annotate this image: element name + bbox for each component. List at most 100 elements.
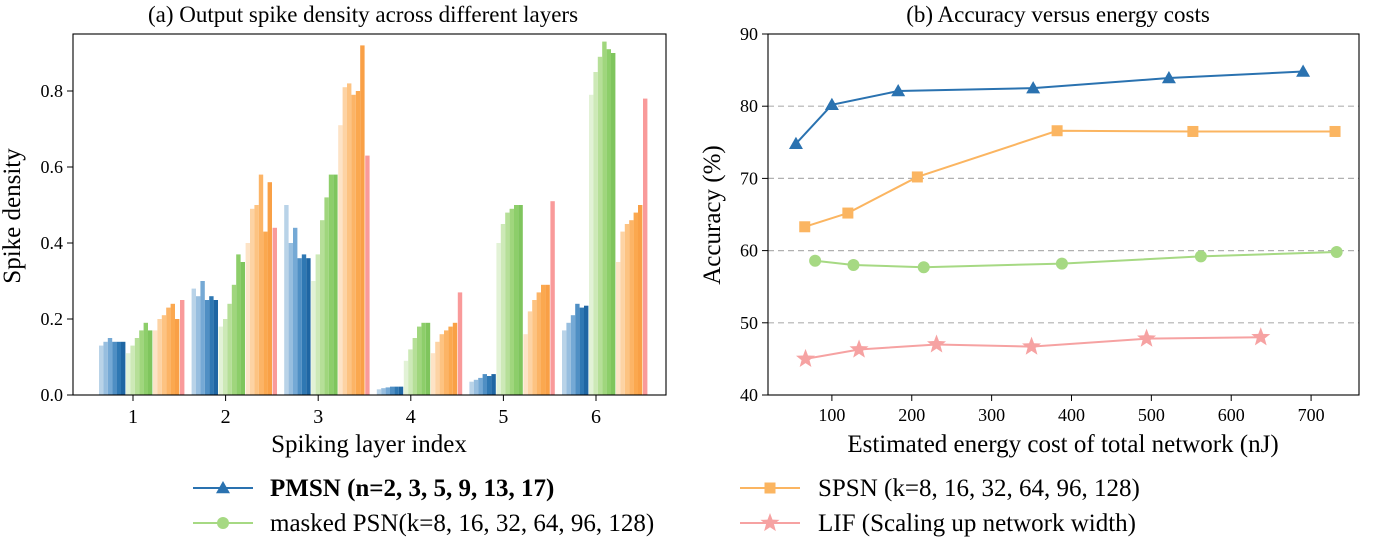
bar-spsn-layer-5 xyxy=(523,334,528,395)
bar-spsn-layer-6 xyxy=(638,205,643,395)
bar-pmsn-layer-3 xyxy=(301,254,307,395)
bar-spsn-layer-6 xyxy=(633,212,638,395)
bar-pmsn-layer-3 xyxy=(284,205,289,395)
bar-pmsn-layer-3 xyxy=(293,227,298,395)
point-pmsn xyxy=(891,84,906,97)
series-line-pmsn xyxy=(795,70,1304,145)
point-pmsn xyxy=(824,97,839,111)
bar-pmsn-layer-4 xyxy=(394,386,399,395)
point-pmsn xyxy=(1296,64,1311,77)
point-lif xyxy=(1022,336,1042,355)
bar-lif-layer-5 xyxy=(550,201,555,395)
legend-entry-spsn: SPSN (k=8, 16, 32, 64, 96, 128) xyxy=(740,475,1140,502)
panel-b-xtick-label: 300 xyxy=(978,405,1005,425)
panel-a-ytick-label: 0.0 xyxy=(41,385,64,405)
point-masked-psn xyxy=(1330,246,1343,259)
panel-b-ytick-label: 40 xyxy=(740,385,758,405)
panel-b-line-chart: (b) Accuracy versus energy costs Accurac… xyxy=(699,2,1360,458)
panel-b-xtick-label: 600 xyxy=(1218,405,1245,425)
bar-masked-psn-layer-2 xyxy=(231,284,237,395)
bar-pmsn-layer-2 xyxy=(200,281,205,395)
point-masked-psn xyxy=(1055,257,1068,270)
bar-pmsn-layer-3 xyxy=(288,243,293,395)
bar-spsn-layer-3 xyxy=(342,87,347,395)
panel-a-bar-chart: (a) Output spike density across differen… xyxy=(0,2,667,458)
bar-spsn-layer-1 xyxy=(153,330,158,395)
bar-pmsn-layer-1 xyxy=(116,341,121,395)
legend-marker-triangle xyxy=(216,481,230,494)
bar-pmsn-layer-5 xyxy=(478,377,483,395)
legend-entry-masked-psn: masked PSN(k=8, 16, 32, 64, 96, 128) xyxy=(193,510,654,537)
bar-spsn-layer-6 xyxy=(624,224,630,395)
panel-a-plot-frame xyxy=(72,33,667,396)
point-masked-psn xyxy=(917,261,930,274)
bar-masked-psn-layer-6 xyxy=(606,49,611,395)
panel-b-xlabel: Estimated energy cost of total network (… xyxy=(847,431,1278,458)
point-masked-psn xyxy=(809,254,822,267)
bar-pmsn-layer-2 xyxy=(213,300,218,395)
point-masked-psn xyxy=(847,259,860,272)
bar-masked-psn-layer-6 xyxy=(611,53,616,395)
bar-spsn-layer-3 xyxy=(347,83,352,396)
bar-spsn-layer-2 xyxy=(263,231,268,395)
bar-pmsn-layer-4 xyxy=(398,386,404,395)
bar-masked-psn-layer-3 xyxy=(324,197,329,395)
bar-spsn-layer-5 xyxy=(541,284,546,395)
bar-spsn-layer-4 xyxy=(452,322,458,395)
bar-spsn-layer-2 xyxy=(245,243,250,395)
bar-pmsn-layer-6 xyxy=(584,305,589,395)
panel-b-xtick-label: 200 xyxy=(898,405,925,425)
bar-pmsn-layer-1 xyxy=(99,345,104,395)
bar-masked-psn-layer-4 xyxy=(417,326,422,395)
bar-pmsn-layer-2 xyxy=(204,300,210,395)
panel-a-xtick-label: 6 xyxy=(591,406,601,428)
legend-label-pmsn: PMSN (n=2, 3, 5, 9, 13, 17) xyxy=(270,475,554,502)
series-line-lif xyxy=(805,336,1261,360)
bar-spsn-layer-2 xyxy=(267,182,272,395)
bar-pmsn-layer-6 xyxy=(579,307,584,395)
panel-b-xtick-label: 400 xyxy=(1058,405,1085,425)
bar-masked-psn-layer-4 xyxy=(421,322,426,395)
bar-pmsn-layer-6 xyxy=(570,315,576,395)
bar-masked-psn-layer-6 xyxy=(589,94,594,396)
bar-masked-psn-layer-6 xyxy=(602,41,607,395)
bar-spsn-layer-1 xyxy=(166,307,171,395)
bar-spsn-layer-4 xyxy=(439,334,444,395)
bar-masked-psn-layer-3 xyxy=(328,174,334,395)
bar-pmsn-layer-6 xyxy=(575,303,580,395)
bar-pmsn-layer-1 xyxy=(107,338,113,395)
bar-masked-psn-layer-1 xyxy=(126,353,131,395)
panel-b-plot-frame xyxy=(767,33,1360,396)
bar-masked-psn-layer-5 xyxy=(496,243,501,395)
bar-masked-psn-layer-3 xyxy=(315,254,320,395)
panel-a-xtick-label: 5 xyxy=(498,406,508,428)
legend-marker-star xyxy=(760,513,780,532)
bar-masked-psn-layer-4 xyxy=(425,322,431,395)
legend: PMSN (n=2, 3, 5, 9, 13, 17) SPSN (k=8, 1… xyxy=(193,475,1140,537)
bar-pmsn-layer-6 xyxy=(566,322,571,395)
bar-spsn-layer-4 xyxy=(448,326,453,395)
point-lif xyxy=(849,339,869,358)
point-lif xyxy=(796,348,816,367)
bar-spsn-layer-2 xyxy=(258,174,264,395)
series-line-spsn xyxy=(804,129,1336,228)
bar-masked-psn-layer-2 xyxy=(236,254,241,395)
point-lif xyxy=(927,334,947,353)
bar-masked-psn-layer-2 xyxy=(240,262,245,395)
bar-spsn-layer-6 xyxy=(620,231,625,395)
panel-a-xtick-label: 2 xyxy=(221,406,231,428)
panel-b-ytick-label: 50 xyxy=(740,313,758,333)
panel-b-ytick-label: 60 xyxy=(740,241,758,261)
bar-masked-psn-layer-2 xyxy=(223,319,228,395)
bar-pmsn-layer-6 xyxy=(562,330,567,395)
point-spsn xyxy=(799,221,811,233)
panel-a-xtick-label: 3 xyxy=(313,406,323,428)
bar-spsn-layer-5 xyxy=(532,300,537,395)
point-lif xyxy=(1137,328,1157,347)
bar-masked-psn-layer-3 xyxy=(320,220,325,395)
panel-a-ytick-label: 0.6 xyxy=(41,157,64,177)
panel-b-xtick-label: 100 xyxy=(818,405,845,425)
bar-pmsn-layer-1 xyxy=(112,341,117,395)
point-spsn xyxy=(1187,125,1199,137)
